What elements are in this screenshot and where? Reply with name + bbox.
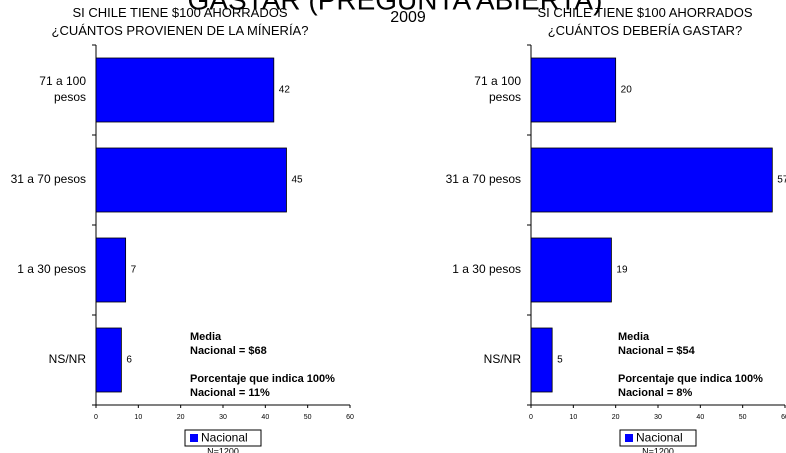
bar	[95, 57, 275, 123]
y-tick-label: NS/NR	[484, 352, 522, 366]
bar	[95, 147, 287, 213]
legend-swatch	[625, 434, 633, 442]
x-tick-label: 30	[219, 414, 227, 421]
x-tick-label: 50	[304, 414, 312, 421]
bar	[95, 237, 127, 303]
y-tick-label: 1 a 30 pesos	[17, 262, 86, 276]
x-tick-label: 10	[569, 414, 577, 421]
data-label: 57	[777, 175, 786, 186]
y-tick-label: 71 a 100 pesos	[39, 74, 86, 104]
data-label: 7	[131, 265, 137, 276]
data-label: 20	[621, 85, 633, 96]
legend-box	[619, 429, 697, 447]
x-tick-label: 10	[134, 414, 142, 421]
annotation: Media Nacional = $54	[618, 331, 696, 357]
y-tick-label: NS/NR	[49, 352, 87, 366]
x-tick-label: 60	[781, 414, 786, 421]
data-label: 42	[279, 85, 291, 96]
annotation: Porcentaje que indica 100% Nacional = 8%	[618, 373, 763, 399]
bar	[530, 327, 553, 393]
bar	[530, 147, 773, 213]
chart-title: SI CHILE TIENE $100 AHORRADOS ¿CUÁNTOS PR…	[52, 5, 309, 38]
note: N=1200	[207, 446, 239, 453]
x-tick-label: 30	[654, 414, 662, 421]
legend-swatch	[190, 434, 198, 442]
note: N=1200	[642, 446, 674, 453]
bar	[95, 327, 122, 393]
year: 2009	[390, 9, 426, 26]
x-tick-label: 60	[346, 414, 354, 421]
page-title: GASTAR (PREGUNTA ABIERTA)	[188, 0, 603, 15]
y-tick-label: 31 a 70 pesos	[11, 172, 86, 186]
annotation: Porcentaje que indica 100% Nacional = 11%	[190, 373, 335, 399]
x-tick-label: 20	[177, 414, 185, 421]
y-tick-label: 71 a 100 pesos	[474, 74, 521, 104]
legend-box	[184, 429, 262, 447]
x-tick-label: 40	[261, 414, 269, 421]
x-tick-label: 0	[529, 414, 533, 421]
data-label: 19	[616, 265, 628, 276]
x-tick-label: 0	[94, 414, 98, 421]
bar	[530, 57, 617, 123]
legend-label: Nacional	[636, 431, 683, 445]
x-tick-label: 20	[612, 414, 620, 421]
y-tick-label: 1 a 30 pesos	[452, 262, 521, 276]
x-tick-label: 40	[696, 414, 704, 421]
legend-label: Nacional	[201, 431, 248, 445]
chart-title: SI CHILE TIENE $100 AHORRADOS ¿CUÁNTOS DE…	[537, 5, 752, 38]
x-tick-label: 50	[739, 414, 747, 421]
bar	[530, 237, 612, 303]
annotation: Media Nacional = $68	[190, 331, 267, 357]
data-label: 45	[292, 175, 304, 186]
y-tick-label: 31 a 70 pesos	[446, 172, 521, 186]
data-label: 5	[557, 355, 563, 366]
data-label: 6	[126, 355, 132, 366]
